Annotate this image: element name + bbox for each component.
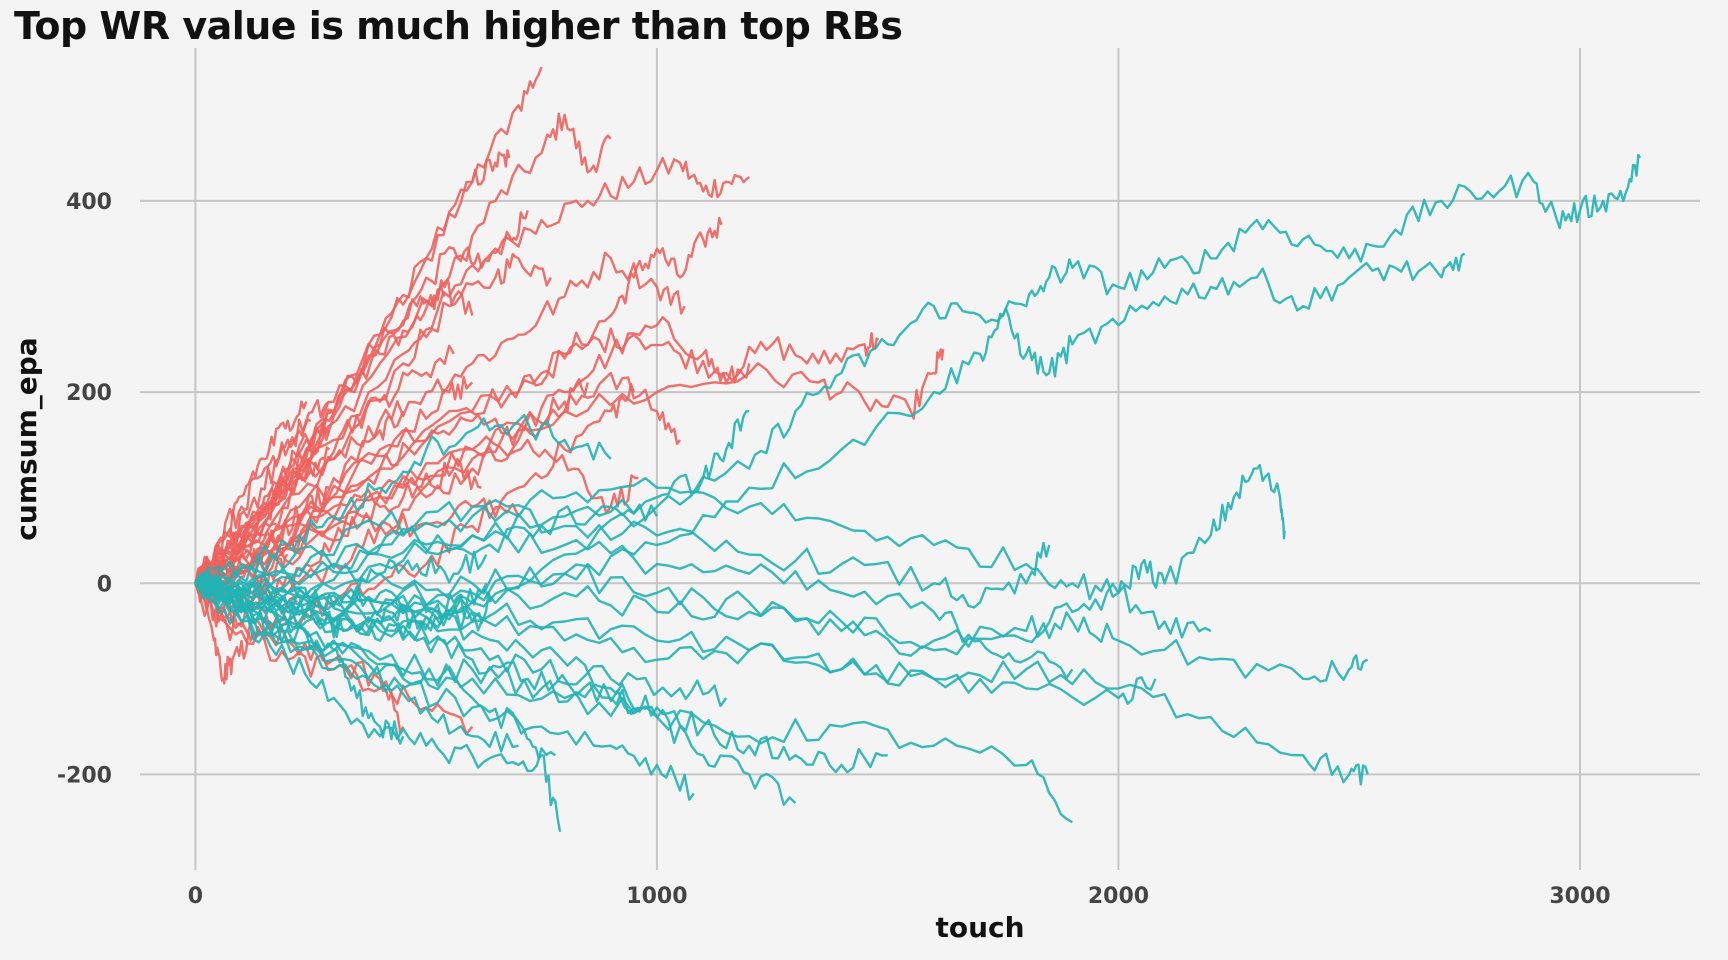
x-tick-label: 0	[188, 884, 203, 909]
chart-title: Top WR value is much higher than top RBs	[14, 4, 903, 48]
y-tick-label: -200	[57, 763, 112, 788]
series-line-red-4	[194, 210, 529, 584]
series-line-teal-45	[194, 530, 1074, 680]
series-line-teal-50	[194, 577, 557, 773]
series-line-teal-49	[195, 503, 658, 594]
series-line-teal-41	[195, 579, 695, 801]
series-line-red-10	[194, 251, 686, 584]
y-tick-label: 400	[66, 190, 112, 215]
y-tick-label: 200	[66, 381, 112, 406]
series-line-teal-48	[194, 413, 612, 589]
x-tick-label: 1000	[626, 884, 687, 909]
series-line-red-29	[195, 375, 474, 587]
series-line-teal-55	[194, 574, 483, 638]
series-line-teal-54	[194, 550, 488, 610]
series-line-teal-47	[194, 572, 640, 716]
series-line-red-25	[194, 400, 308, 587]
series-line-teal-44	[194, 582, 1157, 707]
y-axis-title: cumsum_epa	[10, 337, 43, 540]
x-tick-label: 3000	[1549, 884, 1610, 909]
series-line-red-6	[194, 216, 723, 588]
series-line-teal-33	[194, 153, 1642, 606]
series-line-red-5	[194, 252, 552, 591]
x-axis-title: touch	[935, 911, 1024, 944]
series-line-teal-57	[195, 577, 405, 745]
series-line-teal-40	[194, 582, 562, 833]
series-line-teal-34	[195, 252, 1466, 623]
series-line-teal-35	[194, 464, 1286, 650]
series-lines	[194, 66, 1642, 833]
series-line-red-32	[194, 553, 289, 642]
series-line-teal-43	[194, 477, 1212, 639]
series-line-teal-58	[194, 410, 750, 604]
series-line-teal-37	[195, 563, 1369, 683]
series-line-red-9	[195, 316, 751, 586]
y-tick-label: 0	[97, 572, 112, 597]
x-tick-label: 2000	[1088, 884, 1149, 909]
series-line-red-31	[194, 410, 405, 585]
tick-labels: 0 1000 2000 3000 -200 0 200 400	[57, 190, 1611, 909]
series-line-red-2	[194, 156, 750, 584]
series-line-teal-56	[194, 580, 519, 753]
series-line-teal-42	[194, 499, 1051, 609]
